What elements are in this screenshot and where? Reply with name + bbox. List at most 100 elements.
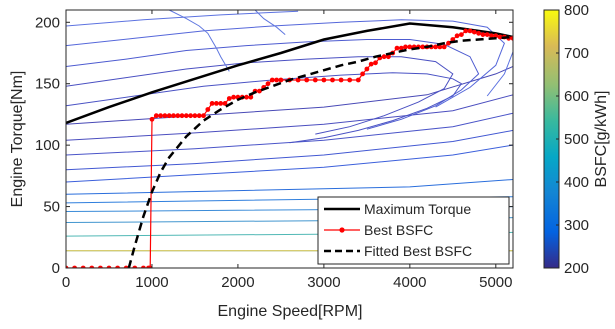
best-bsfc-point [80,265,86,268]
x-axis-title: Engine Speed[RPM] [218,303,363,320]
best-bsfc-point [433,44,438,50]
series-line-fitted-best-bsfc [127,35,513,268]
best-bsfc-point [72,265,77,268]
bsfc-contour-line [66,179,513,195]
best-bsfc-point [321,77,327,83]
best-bsfc-point [214,101,219,106]
best-bsfc-point [183,113,189,119]
best-bsfc-point [175,113,181,119]
best-bsfc-point [394,45,400,51]
colorbar-tick-label: 200 [564,260,589,277]
best-bsfc-point [192,113,198,119]
best-bsfc-point [166,113,172,119]
best-bsfc-point [476,30,481,36]
best-bsfc-point [381,54,387,60]
best-bsfc-point [98,265,103,268]
y-tick-label: 150 [35,76,60,93]
legend: Maximum Torque Best BSFC Fitted Best BSFC [317,196,510,265]
colorbar-tick-label: 600 [564,88,589,105]
x-tick-label: 3000 [307,274,340,291]
best-bsfc-point [274,77,279,83]
plot-frame [65,9,514,269]
best-bsfc-point [147,265,153,268]
best-bsfc-point [201,113,206,119]
series-line-maximum-torque [66,22,513,125]
best-bsfc-point [454,33,460,39]
bsfc-contour-line [66,56,454,135]
legend-label: Maximum Torque [364,201,471,217]
best-bsfc-point [459,32,464,37]
best-bsfc-point [304,77,310,83]
best-bsfc-point [222,101,228,106]
legend-marker [339,227,345,233]
best-bsfc-point [364,66,370,72]
best-bsfc-point [244,94,249,100]
best-bsfc-point [463,28,469,34]
bsfc-contour-line [66,19,505,108]
legend-label: Best BSFC [364,222,433,238]
y-axis-title: Engine Torque[Nm] [9,71,26,208]
legend-label: Fitted Best BSFC [364,243,472,259]
best-bsfc-point [386,54,391,60]
best-bsfc-point [278,77,284,83]
best-bsfc-point [269,77,275,83]
best-bsfc-point [360,71,365,77]
y-tick-label: 100 [35,137,60,154]
best-bsfc-point [446,40,451,46]
best-bsfc-point [441,44,447,50]
best-bsfc-point [312,77,318,83]
best-bsfc-point [347,77,353,83]
best-bsfc-point [480,32,486,37]
best-bsfc-point [115,265,120,268]
best-bsfc-point [205,107,211,112]
x-tick-label: 1000 [135,274,168,291]
best-bsfc-point [471,29,477,35]
best-bsfc-point [218,101,224,106]
best-bsfc-point [132,265,138,268]
bsfc-contour-line [66,144,513,183]
best-bsfc-point [489,33,494,39]
best-bsfc-point [162,113,168,119]
best-bsfc-point [248,94,254,100]
best-bsfc-point [231,94,237,100]
best-bsfc-point [373,60,378,66]
best-bsfc-point [265,81,271,87]
colorbar: 200 300 400 500 600 700 800 [543,2,589,277]
best-bsfc-point [497,34,503,40]
bsfc-contour-line [66,39,480,130]
colorbar-tick-label: 500 [564,131,589,148]
best-bsfc-point [338,77,344,83]
x-tick-label: 2000 [221,274,254,291]
best-bsfc-point [510,35,513,41]
best-bsfc-point [368,61,374,67]
best-bsfc-point [149,116,155,122]
best-bsfc-point [493,33,499,39]
best-bsfc-point [188,113,194,119]
bsfc-contour-line [254,10,286,35]
best-bsfc-point [123,265,129,268]
best-bsfc-point [226,96,232,101]
bsfc-contour-line [66,10,299,27]
series-layer [66,22,513,268]
bsfc-contour-line [66,66,513,125]
y-tick-label: 50 [43,199,60,216]
best-bsfc-point [89,265,95,268]
best-bsfc-point [196,113,202,119]
best-bsfc-point [295,77,301,83]
colorbar-tick-label: 800 [564,2,589,19]
axis-layer: 0 1000 2000 3000 4000 5000 0 50 100 150 200 [35,10,513,291]
x-tick-label: 5000 [479,274,512,291]
best-bsfc-point [484,32,490,37]
best-bsfc-point [106,265,112,268]
best-bsfc-point [437,44,443,50]
best-bsfc-point [141,265,146,268]
colorbar-title: BSFC[g/kWh] [593,91,610,188]
best-bsfc-point [257,88,262,94]
best-bsfc-point [209,101,215,106]
y-tick-label: 200 [35,14,60,31]
best-bsfc-point [355,77,361,83]
best-bsfc-point [398,45,404,51]
colorbar-tick-label: 300 [564,217,589,234]
